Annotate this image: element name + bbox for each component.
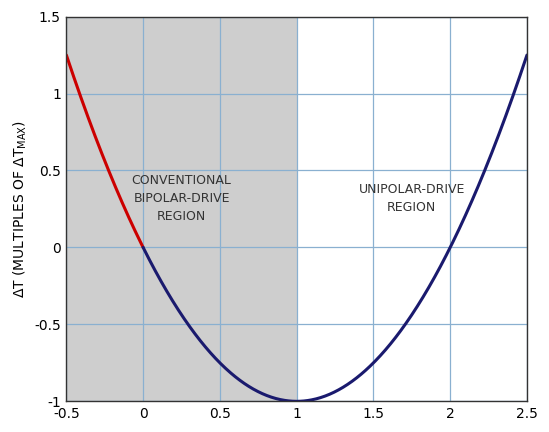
Text: CONVENTIONAL
BIPOLAR-DRIVE
REGION: CONVENTIONAL BIPOLAR-DRIVE REGION xyxy=(132,174,232,223)
Bar xyxy=(66,16,296,401)
Text: UNIPOLAR-DRIVE
REGION: UNIPOLAR-DRIVE REGION xyxy=(358,183,465,214)
Y-axis label: $\Delta$T (MULTIPLES OF $\Delta$T$_{\mathrm{MAX}}$): $\Delta$T (MULTIPLES OF $\Delta$T$_{\mat… xyxy=(11,120,29,298)
